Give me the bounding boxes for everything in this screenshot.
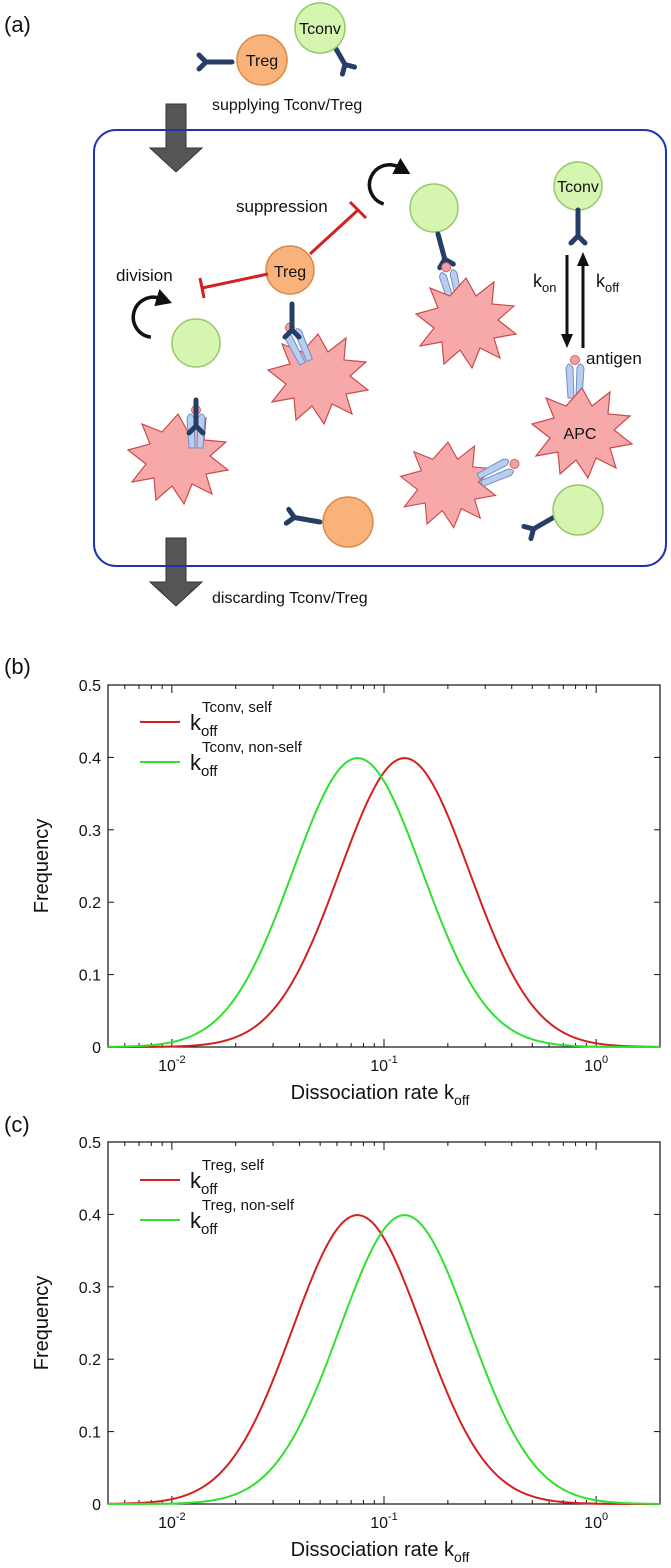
panel-a: (a) Treg Tconv supplying Tconv/Treg disc… [4,2,667,607]
series-line-self [108,757,661,1048]
x-tick-label: 100 [584,1511,608,1532]
y-tick-label: 0.1 [79,1425,101,1442]
koff-arrow-head-icon [577,252,589,266]
y-tick-label: 0.1 [79,968,101,985]
chart-panel-c: (c) 0 0.1 0.2 0.3 0.4 0.5 10-2 10-1 100 Dissociati… [4,1112,661,1565]
treg-free-receptor-icon [286,509,321,529]
division-label: division [116,266,173,285]
x-tick-label: 10-2 [158,1054,186,1075]
inhibit-division-line [201,272,269,290]
tcr-upper-icon [431,232,453,267]
tconv-free-cell-icon [552,484,604,536]
mhc-bottom-icon [475,453,523,489]
series-line-self [107,1214,660,1505]
chart-panel-b: (b) 0 0.1 0.2 0.3 0.4 0.5 10-2 10-1 100 Dissociati… [4,654,661,1108]
legend-label: koffTconv, non-self [190,739,303,780]
apc-left-icon [127,413,229,505]
plot-frame [107,1141,661,1505]
tcr-center-icon [285,304,299,337]
y-tick-label: 0.3 [79,823,101,840]
series-line-non-self [108,1214,661,1505]
y-tick-label: 0 [92,1497,101,1514]
apc-label: APC [564,426,597,443]
x-tick-label: 10-2 [158,1511,186,1532]
treg-receptor-icon [199,55,232,69]
tconv-right-label: Tconv [557,179,599,196]
tconv-left-cell-icon [171,318,221,368]
series-line-non-self [107,757,660,1048]
supply-cells: Treg Tconv [199,2,355,86]
plot-frame [107,684,661,1048]
y-tick-label: 0.4 [79,750,101,767]
apc-bottom-icon [399,441,497,529]
panel-label: (b) [4,654,31,679]
supply-text: supplying Tconv/Treg [212,97,362,114]
x-axis-label: Dissociation rate koff [291,1082,470,1108]
tconv-label: Tconv [299,21,341,38]
supply-arrow-icon [148,103,204,173]
tcr-right-icon [571,210,585,243]
tconv-cell-icon [294,2,346,54]
discard-arrow-icon [148,537,204,607]
y-tick-label: 0.2 [79,895,101,912]
koff-label: koff [596,271,620,295]
treg-label: Treg [246,53,278,70]
legend-label: koffTconv, self [190,699,273,740]
mhc-center-icon [279,319,315,367]
y-tick-label: 0.4 [79,1207,101,1224]
y-axis-label: Frequency [31,1276,53,1371]
apc-upper-icon [415,277,517,369]
legend-label: koffTreg, non-self [190,1197,295,1238]
inhibit-suppression-bar [348,200,368,220]
y-tick-label: 0.5 [79,678,101,695]
kon-label: kon [533,271,556,295]
panel-label: (c) [4,1112,30,1137]
x-tick-label: 100 [584,1054,608,1075]
treg-free-cell-icon [322,496,374,548]
kon-arrow-head-icon [561,334,573,348]
suppression-label: suppression [236,197,328,216]
y-tick-label: 0.5 [79,1135,101,1152]
inhibit-suppression-line [308,208,360,256]
y-tick-label: 0.2 [79,1352,101,1369]
apc-center-icon [267,333,369,425]
x-tick-label: 10-1 [370,1054,398,1075]
y-tick-label: 0 [92,1040,101,1057]
y-axis-label: Frequency [31,819,53,914]
x-tick-label: 10-1 [370,1511,398,1532]
legend-label: koffTreg, self [190,1157,265,1198]
discard-text: discarding Tconv/Treg [212,590,368,607]
x-axis-label: Dissociation rate koff [291,1539,470,1565]
treg-cell-icon [236,34,288,86]
panel-a-label: (a) [4,12,31,37]
system-box [93,129,667,567]
treg-center-label: Treg [274,264,306,281]
antigen-label: antigen [586,349,642,368]
tconv-upper-cell-icon [409,183,459,233]
inhibit-division-bar [198,277,206,299]
y-tick-label: 0.3 [79,1280,101,1297]
treg-center-cell-icon [265,245,315,295]
